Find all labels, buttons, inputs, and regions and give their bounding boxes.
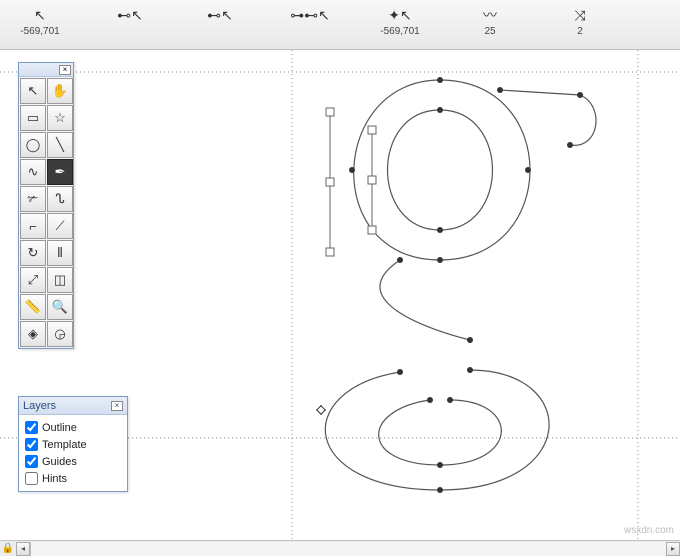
pen-tool[interactable]: ✒ [47,159,73,185]
rotate-tool[interactable]: ↻ [20,240,46,266]
width-icon: ⤨ [574,4,585,26]
knife-tool[interactable]: ✃ [20,186,46,212]
add-node-icon: ⊷↖ [117,4,143,26]
status-bar: 🔒 ◂ ▸ [0,540,680,556]
opt-width[interactable]: ⤨ 2 [550,4,610,37]
layers-header: Layers × [19,397,127,415]
opt-segment[interactable]: ⊶⊷↖ [280,4,340,26]
opt-pointer[interactable]: ↖ -569,701 [10,4,70,37]
layer-row[interactable]: Guides [25,453,121,470]
mask-tool[interactable]: ◶ [47,321,73,347]
scroll-right-icon[interactable]: ▸ [666,542,680,556]
opt-curve[interactable]: 〰 25 [460,4,520,37]
close-icon[interactable]: × [59,65,71,75]
scale-tool[interactable]: ⤢ [20,267,46,293]
tool-grid: ↖✋▭☆◯╲∿✒✃ᔐ⌐⟋↻⦀⤢◫📏🔍◈◶ [19,77,73,348]
scroll-left-icon[interactable]: ◂ [16,542,30,556]
opt-snap[interactable]: ✦↖ -569,701 [370,4,430,37]
lock-icon[interactable]: 🔒 [0,543,16,554]
curve-icon: 〰 [483,4,497,26]
measure-tool[interactable]: 📏 [20,294,46,320]
layer-checkbox[interactable] [25,438,38,451]
options-toolbar: ↖ -569,701 ⊷↖ ⊷↖ ⊶⊷↖ ✦↖ -569,701 〰 25 ⤨ … [0,0,680,50]
ellipse-tool[interactable]: ◯ [20,132,46,158]
pan-tool[interactable]: ✋ [47,78,73,104]
h-scrollbar[interactable] [30,542,666,556]
shear-tool[interactable]: ◫ [47,267,73,293]
curve-tool[interactable]: ∿ [20,159,46,185]
layers-panel: Layers × Outline Template Guides Hints [18,396,128,492]
line-tool[interactable]: ╲ [47,132,73,158]
segment-icon: ⊶⊷↖ [290,4,330,26]
coord-readout-2: -569,701 [380,26,419,37]
tangent-tool[interactable]: ⟋ [47,213,73,239]
layer-checkbox[interactable] [25,472,38,485]
layer-label: Hints [42,473,67,485]
pointer-icon: ↖ [34,4,46,26]
val-readout-1: 25 [484,26,495,37]
freehand-tool[interactable]: ᔐ [47,186,73,212]
layer-label: Template [42,439,87,451]
watermark: wsxdn.com [624,525,674,536]
layer-checkbox[interactable] [25,421,38,434]
layer-row[interactable]: Hints [25,470,121,487]
mirror-tool[interactable]: ⦀ [47,240,73,266]
coord-readout: -569,701 [20,26,59,37]
opt-remove-node[interactable]: ⊷↖ [190,4,250,26]
val-readout-2: 2 [577,26,583,37]
opt-add-node[interactable]: ⊷↖ [100,4,160,26]
close-icon[interactable]: × [111,401,123,411]
rectangle-tool[interactable]: ▭ [20,105,46,131]
layer-label: Guides [42,456,77,468]
snap-icon: ✦↖ [388,4,411,26]
layer-row[interactable]: Outline [25,419,121,436]
layer-row[interactable]: Template [25,436,121,453]
layer-checkbox[interactable] [25,455,38,468]
tool-palette: × ↖✋▭☆◯╲∿✒✃ᔐ⌐⟋↻⦀⤢◫📏🔍◈◶ [18,62,74,349]
perspective-tool[interactable]: ◈ [20,321,46,347]
palette-header: × [19,63,73,77]
pointer-tool[interactable]: ↖ [20,78,46,104]
layers-body: Outline Template Guides Hints [19,415,127,491]
layer-label: Outline [42,422,77,434]
layers-title: Layers [23,400,56,412]
star-tool[interactable]: ☆ [47,105,73,131]
remove-node-icon: ⊷↖ [207,4,233,26]
zoom-tool[interactable]: 🔍 [47,294,73,320]
corner-tool[interactable]: ⌐ [20,213,46,239]
